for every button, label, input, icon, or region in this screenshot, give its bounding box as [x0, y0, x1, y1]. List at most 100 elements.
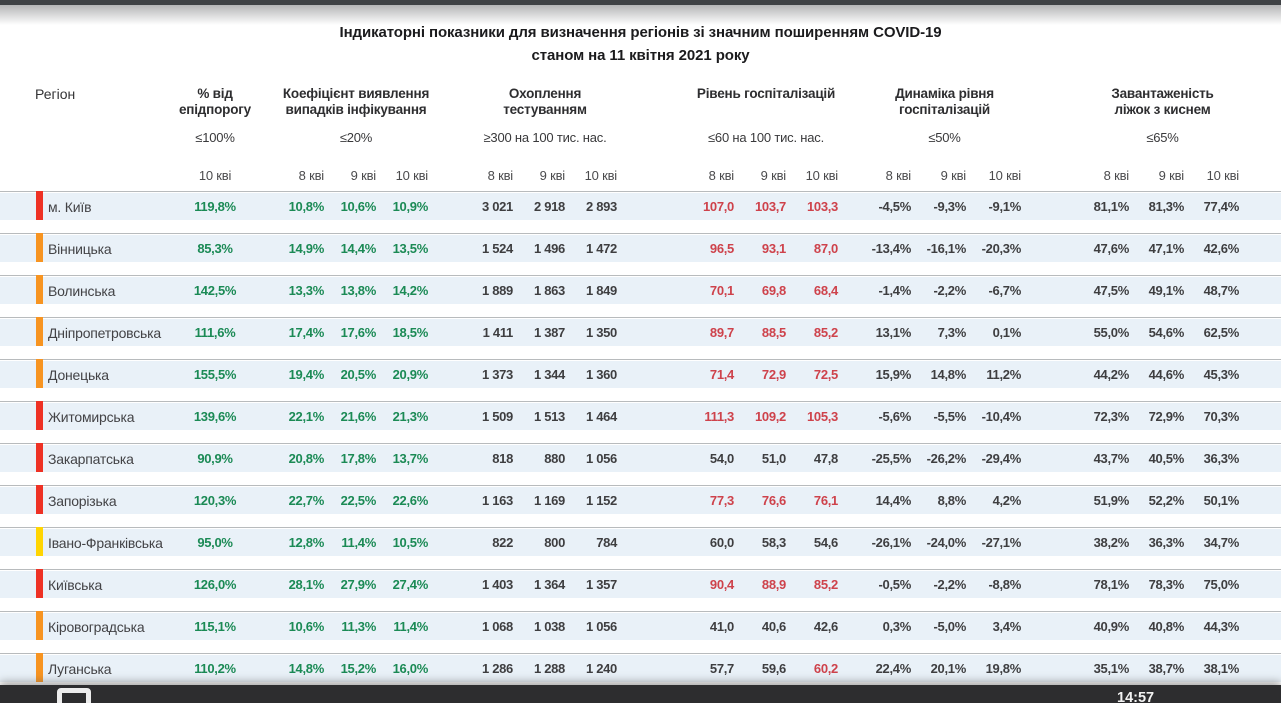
row-band: Житомирська 139,6% 22,1% 21,6% 21,3% 1 509 1 5… [0, 403, 1281, 430]
column-group-title-line1: Охоплення тестуванням [503, 86, 587, 117]
hospitalization-dynamics-cell: 20,1% [930, 661, 967, 676]
table-row: Закарпатська 90,9% 20,8% 17,8% 13,7% 818 880 1 … [0, 443, 1281, 473]
detection-coef-cell: 20,5% [340, 367, 377, 382]
table-row: Волинська 142,5% 13,3% 13,8% 14,2% 1 889 1 863… [0, 275, 1281, 305]
hospitalization-level-cell: 77,3 [709, 493, 734, 508]
column-group-title-line1: Завантаженість [1111, 86, 1214, 101]
testing-coverage-cell: 1 387 [533, 325, 565, 340]
table-header-thresholds: ≤100% ≤20% ≥300 на 100 тис. нас. ≤60 на 100… [0, 130, 1281, 145]
report-title-line1: Індикаторні показники для визначення рег… [339, 24, 942, 41]
oxygen-beds-cell: 72,3% [1093, 409, 1130, 424]
row-separator [0, 611, 1281, 612]
oxygen-beds-cell: 44,2% [1093, 367, 1130, 382]
testing-coverage-cell: 1 152 [585, 493, 617, 508]
oxygen-beds-cell: 49,1% [1148, 283, 1185, 298]
column-group-title-line2: епідпорогу [178, 102, 251, 117]
testing-coverage-cell: 1 038 [533, 619, 565, 634]
hospitalization-level-cell: 51,0 [761, 451, 786, 466]
detection-coef-cell: 11,3% [341, 619, 376, 634]
hospitalization-dynamics-cell: -5,6% [878, 409, 912, 424]
hospitalization-dynamics-cell: -24,0% [926, 535, 967, 550]
hospitalization-level-cell: 89,7 [709, 325, 734, 340]
hospitalization-level-cell: 88,5 [761, 325, 786, 340]
hospitalization-dynamics-cell: 3,4% [992, 619, 1022, 634]
column-threshold-beds: ≤65% [1146, 130, 1179, 145]
hospitalization-level-cell: 42,6 [813, 619, 838, 634]
detection-coef-cell: 13,3% [288, 283, 325, 298]
status-marker-red [36, 401, 43, 430]
testing-coverage-cell: 1 411 [482, 325, 514, 340]
row-separator [0, 233, 1281, 234]
detection-coef-cell: 19,4% [288, 367, 325, 382]
top-strip [0, 0, 1281, 5]
detection-coef-cell: 27,9% [340, 577, 377, 592]
oxygen-beds-cell: 48,7% [1203, 283, 1240, 298]
testing-coverage-cell: 800 [544, 535, 565, 550]
detection-coef-cell: 10,6% [340, 199, 377, 214]
detection-coef-cell: 11,4% [393, 619, 428, 634]
detection-coef-cell: 17,8% [340, 451, 377, 466]
row-band: Дніпропетровська 111,6% 17,4% 17,6% 18,5% 1 4… [0, 319, 1281, 346]
table-row: Дніпропетровська 111,6% 17,4% 17,6% 18,5% 1 4… [0, 317, 1281, 347]
oxygen-beds-cell: 40,9% [1093, 619, 1130, 634]
testing-coverage-cell: 818 [492, 451, 513, 466]
testing-coverage-cell: 2 918 [533, 199, 565, 214]
row-separator [0, 527, 1281, 528]
hospitalization-dynamics-cell: -5,0% [933, 619, 967, 634]
hospitalization-dynamics-cell: -13,4% [871, 241, 912, 256]
date-header-coef: 10 кві [395, 168, 429, 183]
column-group-title-beds: Завантаженість ліжок з киснем [1080, 86, 1245, 118]
date-header-coef: 8 кві [298, 168, 325, 183]
date-header-dyn: 10 кві [988, 168, 1022, 183]
detection-coef-cell: 13,8% [340, 283, 377, 298]
row-separator [0, 317, 1281, 318]
oxygen-beds-cell: 40,8% [1148, 619, 1185, 634]
testing-coverage-cell: 1 288 [533, 661, 565, 676]
column-group-title-line1: Коефіцієнт виявлення [282, 86, 430, 101]
oxygen-beds-cell: 36,3% [1203, 451, 1240, 466]
hospitalization-level-cell: 54,0 [709, 451, 734, 466]
oxygen-beds-cell: 81,3% [1148, 199, 1185, 214]
hospitalization-level-cell: 59,6 [761, 661, 786, 676]
date-header-epid: 10 кві [198, 168, 232, 183]
hospitalization-dynamics-cell: 0,1% [992, 325, 1022, 340]
region-name-cell: Волинська [48, 282, 116, 299]
testing-coverage-cell: 1 360 [585, 367, 617, 382]
hospitalization-level-cell: 76,6 [761, 493, 786, 508]
detection-coef-cell: 17,6% [340, 325, 377, 340]
testing-coverage-cell: 3 021 [481, 199, 513, 214]
hospitalization-level-cell: 70,1 [709, 283, 734, 298]
testing-coverage-cell: 1 373 [481, 367, 513, 382]
epid-threshold-cell: 110,2% [194, 661, 236, 676]
hospitalization-dynamics-cell: -26,2% [926, 451, 967, 466]
table-row: м. Київ 119,8% 10,8% 10,6% 10,9% 3 021 2 918 2 … [0, 191, 1281, 221]
column-threshold-epid: ≤100% [195, 130, 235, 145]
hospitalization-level-cell: 60,2 [813, 661, 838, 676]
date-header-test: 8 кві [487, 168, 514, 183]
date-header-hosp: 10 кві [805, 168, 839, 183]
hospitalization-level-cell: 85,2 [813, 577, 838, 592]
detection-coef-cell: 13,7% [392, 451, 429, 466]
testing-coverage-cell: 1 464 [585, 409, 617, 424]
hospitalization-level-cell: 109,2 [754, 409, 786, 424]
table-row: Запорізька 120,3% 22,7% 22,5% 22,6% 1 163 1 16… [0, 485, 1281, 515]
detection-coef-cell: 21,6% [340, 409, 377, 424]
region-name-cell: Закарпатська [48, 450, 134, 467]
column-group-title-line2: випадків інфікування [285, 102, 427, 117]
testing-coverage-cell: 1 496 [533, 241, 565, 256]
oxygen-beds-cell: 78,3% [1148, 577, 1185, 592]
date-header-dyn: 9 кві [940, 168, 967, 183]
row-band: Волинська 142,5% 13,3% 13,8% 14,2% 1 889 1 863… [0, 277, 1281, 304]
row-band: Івано-Франківська 95,0% 12,8% 11,4% 10,5% 822… [0, 529, 1281, 556]
hospitalization-level-cell: 47,8 [813, 451, 838, 466]
detection-coef-cell: 14,9% [288, 241, 325, 256]
row-band: Запорізька 120,3% 22,7% 22,5% 22,6% 1 163 1 16… [0, 487, 1281, 514]
testing-coverage-cell: 880 [544, 451, 565, 466]
region-name-cell: Вінницька [48, 240, 112, 257]
detection-coef-cell: 12,8% [288, 535, 325, 550]
column-group-title-dyn: Динаміка рівня госпіталізацій [862, 86, 1027, 118]
hospitalization-level-cell: 54,6 [813, 535, 838, 550]
monitor-icon[interactable] [57, 688, 91, 703]
oxygen-beds-cell: 51,9% [1093, 493, 1130, 508]
hospitalization-level-cell: 107,0 [702, 199, 734, 214]
